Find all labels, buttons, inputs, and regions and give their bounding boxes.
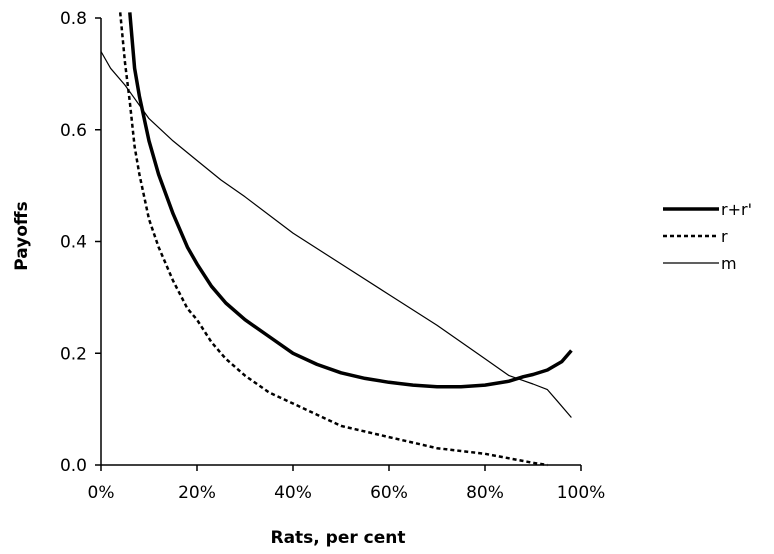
x-axis-title: Rats, per cent <box>270 528 405 548</box>
legend-label: r+r' <box>721 200 752 219</box>
x-tick-label: 20% <box>178 483 216 503</box>
x-tick-label: 80% <box>466 483 504 503</box>
y-axis-title: Payoffs <box>12 201 32 271</box>
x-tick-label: 60% <box>370 483 408 503</box>
y-tick-label: 0.4 <box>60 233 87 253</box>
x-axis-ticks: 0% 20% 40% 60% 80% 100% <box>88 465 606 503</box>
y-axis-ticks: 0.0 0.2 0.4 0.6 0.8 <box>60 9 101 476</box>
y-tick-label: 0.6 <box>60 121 87 141</box>
y-tick-label: 0.8 <box>60 9 87 29</box>
series-layer <box>100 12 573 467</box>
x-tick-label: 40% <box>274 483 312 503</box>
x-tick-label: 0% <box>88 483 115 503</box>
legend: r+r' rm <box>663 200 752 273</box>
series-line-r <box>118 12 548 467</box>
legend-label: m <box>721 254 737 273</box>
y-tick-label: 0.2 <box>60 344 87 364</box>
series-line-r-r <box>128 12 573 389</box>
plot-area: 0.0 0.2 0.4 0.6 0.8 0% 20% 40% 60% 80% 100% <box>60 9 605 503</box>
x-tick-label: 100% <box>557 483 606 503</box>
y-tick-label: 0.0 <box>60 456 87 476</box>
series-line-m <box>100 51 572 418</box>
legend-label: r <box>721 227 728 246</box>
